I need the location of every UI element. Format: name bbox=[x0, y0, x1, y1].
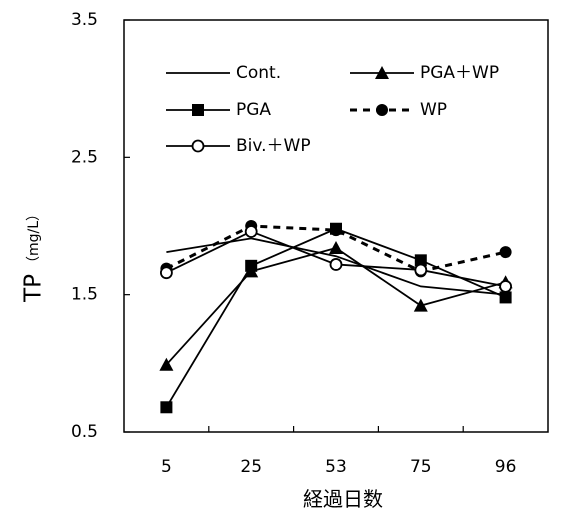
legend-item: Biv.＋WP bbox=[166, 136, 311, 156]
data-point bbox=[329, 240, 343, 254]
legend-label: PGA＋WP bbox=[420, 63, 499, 83]
x-axis-label: 経過日数 bbox=[303, 487, 383, 511]
x-tick-label: 5 bbox=[161, 457, 172, 477]
legend-marker bbox=[191, 139, 205, 153]
legend-item: PGA bbox=[166, 100, 271, 120]
x-tick-label: 53 bbox=[325, 457, 347, 477]
series-line bbox=[166, 237, 506, 296]
legend-item: Cont. bbox=[166, 63, 281, 83]
y-tick-label: 3.5 bbox=[71, 10, 98, 30]
legend-label: Cont. bbox=[236, 63, 281, 83]
y-tick-label: 0.5 bbox=[71, 422, 98, 442]
legend-marker bbox=[192, 104, 204, 116]
legend-label: WP bbox=[420, 100, 447, 120]
legend-label: Biv.＋WP bbox=[236, 136, 311, 156]
legend-label: PGA bbox=[236, 100, 271, 120]
y-tick-label: 1.5 bbox=[71, 285, 98, 305]
data-point bbox=[160, 401, 173, 414]
x-tick-label: 75 bbox=[410, 457, 432, 477]
data-point bbox=[244, 225, 258, 238]
y-tick-label: 2.5 bbox=[71, 147, 98, 167]
x-tick-label: 96 bbox=[495, 457, 517, 477]
y-axis-unit: （mg/L） bbox=[26, 207, 42, 270]
legend-marker bbox=[375, 66, 389, 79]
series-Cont. bbox=[166, 237, 506, 296]
legend-item: PGA＋WP bbox=[350, 63, 499, 83]
y-axis: 0.5 1.5 2.5 3.5 bbox=[71, 10, 130, 442]
data-point bbox=[245, 259, 258, 272]
data-point bbox=[330, 224, 342, 237]
legend: Cont. PGA＋WP PGA WP Biv.＋WP bbox=[166, 63, 499, 156]
data-point bbox=[414, 263, 428, 277]
legend-item: WP bbox=[350, 100, 447, 120]
y-axis-label: TP bbox=[21, 274, 47, 303]
series-line bbox=[165, 224, 506, 273]
data-point bbox=[499, 246, 512, 259]
data-point bbox=[413, 298, 428, 312]
x-axis: 5 25 53 75 96 bbox=[161, 426, 516, 477]
legend-marker bbox=[376, 104, 388, 116]
data-point bbox=[329, 258, 343, 271]
data-point bbox=[499, 280, 513, 293]
data-point bbox=[499, 291, 512, 304]
x-tick-label: 25 bbox=[240, 457, 262, 477]
y-axis-title: TP （mg/L） bbox=[21, 207, 47, 303]
series-Biv.＋WP bbox=[159, 225, 513, 293]
series-layer bbox=[159, 220, 513, 414]
data-point bbox=[159, 266, 173, 280]
data-point bbox=[159, 357, 174, 371]
data-point bbox=[414, 254, 427, 267]
